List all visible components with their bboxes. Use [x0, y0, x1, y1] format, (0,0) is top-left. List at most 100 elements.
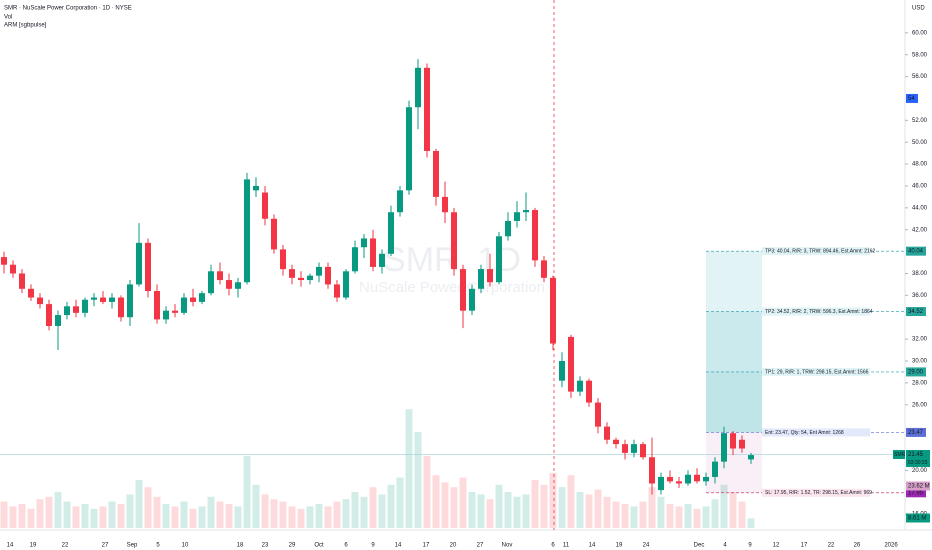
candle-body [100, 297, 106, 302]
x-tick-label: 20 [450, 543, 457, 549]
candle-body [298, 277, 304, 281]
candle-body [352, 247, 358, 272]
volume-bar [108, 501, 116, 528]
price-badge-label: 23.47 [908, 430, 924, 436]
volume-bar [369, 487, 377, 528]
x-tick-label: 2026 [884, 543, 898, 549]
candle-body [532, 210, 538, 261]
candle-body [325, 266, 331, 285]
candle-body [271, 218, 277, 250]
x-tick-label: 11 [563, 543, 570, 549]
candle-body [181, 297, 187, 313]
x-tick-label: 12 [773, 543, 780, 549]
ticker-badge [893, 450, 905, 460]
x-tick-label: 17 [423, 543, 430, 549]
x-tick-label: 6 [344, 543, 348, 549]
volume-bar [702, 506, 710, 528]
candle-body [82, 299, 88, 313]
target-zone [706, 371, 762, 433]
volume-bar [432, 475, 440, 528]
volume-bar [603, 496, 611, 528]
volume-bar [9, 506, 17, 528]
x-tick-label: 18 [237, 543, 244, 549]
candle-body [64, 306, 70, 316]
level-label: SL: 17.95, R/R: 1.52, TR: 298.15, Est.Am… [765, 490, 872, 496]
candle-body [415, 67, 421, 108]
x-tick-label: Nov [502, 543, 513, 549]
x-tick-label: 22 [62, 543, 69, 549]
volume-badge [906, 513, 930, 523]
candle-body [73, 306, 79, 313]
y-tick-label: 28.00 [912, 380, 928, 386]
candle-body [163, 310, 169, 320]
volume-bar [684, 504, 692, 528]
volume-bar [63, 501, 71, 528]
price-badge-label: 17.95 [908, 490, 924, 496]
candle-body [613, 439, 619, 445]
volume-bar [549, 472, 557, 528]
candle-body [379, 253, 385, 267]
x-tick-label: 22 [828, 543, 835, 549]
volume-bar [576, 492, 584, 528]
volume-bar [54, 492, 62, 528]
volume-bar [711, 499, 719, 528]
candle-body [550, 277, 556, 344]
price-badge-label: 29.00 [908, 370, 924, 376]
level-label: TP1: 29, R/R: 1, TRW: 298.15, Est.Amnt: … [765, 369, 869, 375]
candle-body [721, 433, 727, 462]
volume-bar [396, 477, 404, 528]
currency: USD [912, 6, 925, 12]
volume-bar [72, 506, 80, 528]
candle-body [244, 179, 250, 283]
volume-bar [162, 504, 170, 528]
price-badge [906, 488, 926, 498]
candle-body [280, 249, 286, 270]
candle-body [145, 242, 151, 291]
volume-bar [135, 480, 143, 528]
volume-bar [639, 501, 647, 528]
price-badge [906, 367, 926, 377]
volume-bar [342, 499, 350, 528]
candle-body [505, 220, 511, 237]
volume-bar [144, 487, 152, 528]
volume-bar [567, 475, 575, 528]
volume-bar [468, 492, 476, 528]
candle-body [694, 474, 700, 482]
x-tick-label: 26 [854, 543, 861, 549]
candle-body [262, 192, 268, 219]
volume-bar [36, 499, 44, 528]
candle-body [676, 481, 682, 484]
candle-body [118, 297, 124, 318]
candle-body [28, 288, 34, 298]
volume-bar [207, 496, 215, 528]
volume-bar [657, 496, 665, 528]
candle-body [487, 269, 493, 283]
x-tick-label: 27 [477, 543, 484, 549]
candle-body [748, 455, 754, 460]
volume-bar [225, 504, 233, 528]
volume-bar [234, 506, 242, 528]
volume-bar [81, 504, 89, 528]
volume-bar [459, 477, 467, 528]
volume-bar [675, 506, 683, 528]
target-zone [706, 311, 762, 372]
candle-body [253, 185, 259, 191]
y-tick-label: 46.00 [912, 184, 928, 190]
volume-bar [171, 506, 179, 528]
candle-body [199, 293, 205, 302]
candle-body [406, 107, 412, 191]
volume-bar [18, 504, 26, 528]
candle-body [541, 260, 547, 278]
volume-bar [90, 508, 98, 528]
volume-bar [198, 506, 206, 528]
last-price-label: 21.45 [908, 452, 924, 458]
volume-bar [522, 494, 530, 528]
candle-body [10, 264, 16, 274]
candle-body [334, 284, 340, 298]
volume-badge-label: 8.61 M [908, 516, 926, 522]
volume-bar [531, 480, 539, 528]
volume-bar [189, 508, 197, 528]
candle-body [37, 297, 43, 305]
candle-body [91, 297, 97, 300]
volume-badge [906, 481, 930, 491]
